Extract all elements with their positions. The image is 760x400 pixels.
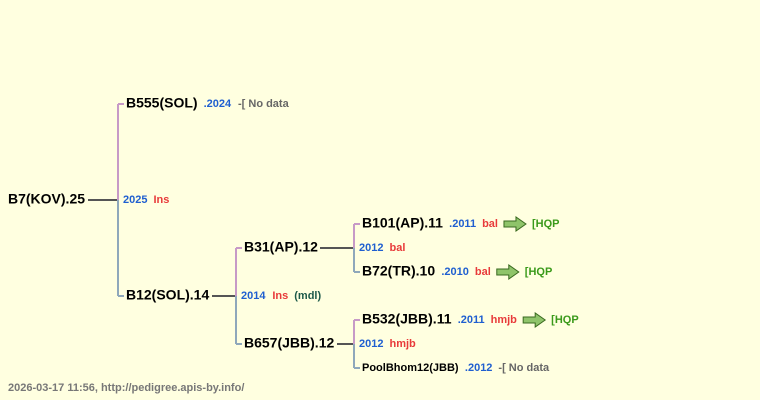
node-name: B101(AP).11: [362, 215, 443, 231]
arrow-icon: [496, 264, 520, 280]
node-note: [HQP: [532, 218, 560, 230]
mating-year: 2025: [123, 194, 147, 206]
mating-year: 2014: [241, 290, 266, 302]
node-note: -[ No data: [238, 98, 290, 110]
node-row: PoolBhom12(JBB) .2012 -[ No data: [362, 362, 550, 374]
mating-breed: bal: [389, 242, 405, 254]
node-year: .2010: [441, 266, 469, 278]
node-row: B101(AP).11 .2011 bal [HQP: [362, 215, 560, 232]
footer: 2026-03-17 11:56, http://pedigree.apis-b…: [8, 382, 244, 394]
node-row: B555(SOL) .2024 -[ No data: [126, 95, 290, 111]
node-breed: bal: [482, 218, 498, 230]
node-row: B7(KOV).25: [8, 191, 85, 207]
mating-year: 2012: [359, 242, 383, 254]
node-row: B31(AP).12: [244, 239, 318, 255]
mating-year: 2012: [359, 338, 383, 350]
mating-breed: hmjb: [389, 338, 416, 350]
node-name: B7(KOV).25: [8, 191, 85, 207]
node-name: B72(TR).10: [362, 263, 435, 279]
node-note: -[ No data: [498, 362, 550, 374]
mating-row: 2012 bal: [359, 242, 405, 254]
node-name: B532(JBB).11: [362, 311, 452, 327]
node-breed: hmjb: [491, 314, 518, 326]
node-year: .2012: [465, 362, 493, 374]
arrow-icon: [503, 216, 527, 232]
node-name: B657(JBB).12: [244, 335, 334, 351]
connectors: [88, 103, 360, 369]
node-name: B555(SOL): [126, 95, 198, 111]
node-year: .2011: [458, 314, 485, 326]
mating-breed: Ins: [272, 290, 288, 302]
node-row: B12(SOL).14: [126, 287, 209, 303]
mating-row: 2014 Ins (mdl): [241, 290, 321, 302]
mating-breed: Ins: [153, 194, 169, 206]
mating-note: (mdl): [294, 290, 321, 302]
mating-row: 2025 Ins: [123, 194, 169, 206]
node-row: B532(JBB).11 .2011 hmjb [HQP: [362, 311, 579, 328]
node-note: [HQP: [551, 314, 579, 326]
mating-row: 2012 hmjb: [359, 338, 416, 350]
node-row: B657(JBB).12: [244, 335, 334, 351]
node-year: .2024: [204, 98, 232, 110]
node-name: PoolBhom12(JBB): [362, 362, 459, 374]
node-year: .2011: [449, 218, 476, 230]
arrow-icon: [522, 312, 547, 328]
node-breed: bal: [475, 266, 491, 278]
node-name: B12(SOL).14: [126, 287, 209, 303]
node-row: B72(TR).10 .2010 bal [HQP: [362, 263, 553, 280]
node-name: B31(AP).12: [244, 239, 318, 255]
node-note: [HQP: [525, 266, 553, 278]
